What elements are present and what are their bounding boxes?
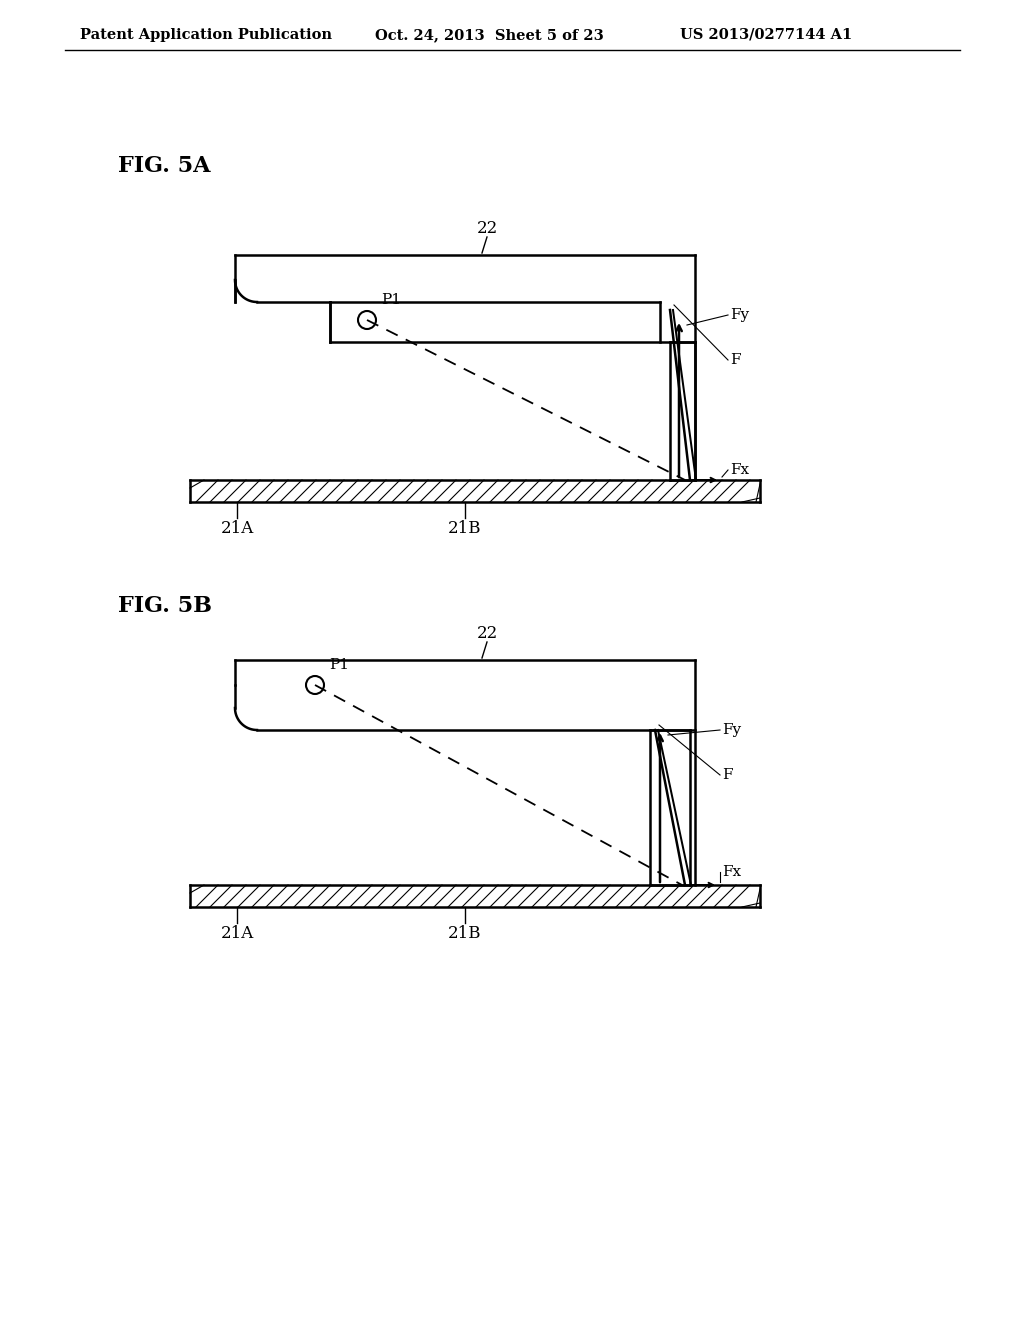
Text: P1: P1 <box>329 657 349 672</box>
Text: 21A: 21A <box>220 520 254 537</box>
Text: Fy: Fy <box>722 723 741 737</box>
Text: P1: P1 <box>381 293 401 308</box>
Text: FIG. 5B: FIG. 5B <box>118 595 212 616</box>
Text: Fy: Fy <box>730 308 750 322</box>
Text: Fx: Fx <box>730 463 750 477</box>
Text: Oct. 24, 2013  Sheet 5 of 23: Oct. 24, 2013 Sheet 5 of 23 <box>375 28 604 42</box>
Text: 21B: 21B <box>449 925 481 942</box>
Text: F: F <box>730 352 740 367</box>
Text: US 2013/0277144 A1: US 2013/0277144 A1 <box>680 28 852 42</box>
Text: 21A: 21A <box>220 925 254 942</box>
Text: 22: 22 <box>476 220 498 238</box>
Text: 22: 22 <box>476 624 498 642</box>
Text: 21B: 21B <box>449 520 481 537</box>
Text: Patent Application Publication: Patent Application Publication <box>80 28 332 42</box>
Text: FIG. 5A: FIG. 5A <box>118 154 211 177</box>
Text: F: F <box>722 768 732 781</box>
Text: Fx: Fx <box>722 865 741 879</box>
